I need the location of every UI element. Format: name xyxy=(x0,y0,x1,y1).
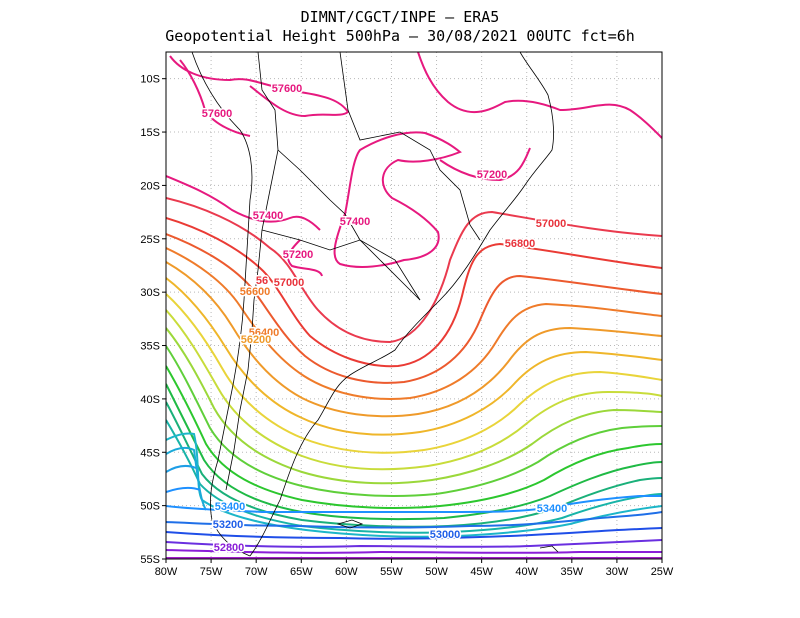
contour-label: 57000 xyxy=(536,218,567,230)
x-tick-label: 45W xyxy=(470,566,493,578)
chart-title-line-2: Geopotential Height 500hPa – 30/08/2021 … xyxy=(165,27,635,45)
contour-label: 57200 xyxy=(477,169,508,181)
coastline-atlantic xyxy=(249,52,555,557)
y-tick-label: 50S xyxy=(140,501,160,513)
x-tick-label: 30W xyxy=(606,566,629,578)
contour-label: 56800 xyxy=(505,238,536,250)
contour-53200 xyxy=(166,511,662,529)
contour-56400 xyxy=(166,247,662,401)
y-tick-label: 15S xyxy=(140,127,160,139)
contour-56000 xyxy=(166,277,662,436)
contour-57600-north xyxy=(169,55,350,118)
contour-lines xyxy=(166,52,662,559)
x-tick-label: 40W xyxy=(515,566,538,578)
coastline-borders xyxy=(191,52,559,557)
x-tick-label: 35W xyxy=(561,566,584,578)
contour-54400 xyxy=(166,419,662,534)
contour-label: 52800 xyxy=(214,542,245,554)
contour-55400 xyxy=(166,327,662,485)
x-tick-label: 65W xyxy=(290,566,313,578)
contour-52600 xyxy=(166,549,662,554)
contour-57400-west xyxy=(166,175,321,231)
contour-label: 57200 xyxy=(283,249,314,261)
y-tick-label: 45S xyxy=(140,447,160,459)
contour-55800 xyxy=(166,293,662,454)
contour-label: 56 xyxy=(256,275,268,287)
y-tick-label: 10S xyxy=(140,74,160,86)
contour-57600-west xyxy=(179,59,251,137)
contour-label: 57600 xyxy=(272,83,303,95)
x-tick-label: 55W xyxy=(380,566,403,578)
contour-label: 57000 xyxy=(274,277,305,289)
y-tick-label: 55S xyxy=(140,554,160,566)
contour-54000 xyxy=(166,446,207,511)
x-tick-label: 50W xyxy=(425,566,448,578)
chart-title-line-1: DIMNT/CGCT/INPE – ERA5 xyxy=(300,8,500,26)
x-axis-ticks: 80W 75W 70W 65W 60W 55W 50W 45W 40W 35W 30W 25W xyxy=(155,559,674,578)
border-brazil xyxy=(339,52,481,241)
contour-54200 xyxy=(166,432,662,538)
x-tick-label: 80W xyxy=(155,566,178,578)
x-tick-label: 70W xyxy=(245,566,268,578)
contour-54800 xyxy=(166,383,662,521)
contour-53600 xyxy=(166,486,201,493)
border-argentina xyxy=(261,229,421,301)
plot-frame xyxy=(165,51,663,560)
coastline-pacific xyxy=(191,52,253,557)
x-tick-label: 60W xyxy=(335,566,358,578)
contour-56600 xyxy=(166,233,662,384)
contour-55600 xyxy=(166,309,662,471)
contour-57400-main xyxy=(417,52,662,139)
coastline-south-georgia xyxy=(539,545,559,553)
contour-56800 xyxy=(166,217,662,368)
y-tick-label: 25S xyxy=(140,234,160,246)
y-tick-label: 20S xyxy=(140,180,160,192)
grid-lines xyxy=(166,52,662,559)
y-tick-label: 40S xyxy=(140,394,160,406)
contour-57200-east xyxy=(439,147,531,182)
contour-label: 57400 xyxy=(253,210,284,222)
x-tick-label: 25W xyxy=(651,566,674,578)
contour-label: 53400 xyxy=(537,503,568,515)
contour-labels: 57600 57600 57400 57400 57200 57200 57000 57000… xyxy=(200,82,569,556)
border-andes xyxy=(225,52,279,491)
contour-label: 56600 xyxy=(240,286,271,298)
y-tick-label: 30S xyxy=(140,287,160,299)
contour-label: 53400 xyxy=(215,501,246,513)
contour-57000 xyxy=(166,197,662,344)
contour-56200 xyxy=(166,261,662,418)
y-axis-ticks: 10S 15S 20S 25S 30S 35S 40S 45S 50S 55S xyxy=(140,74,166,566)
contour-label: 53200 xyxy=(213,519,244,531)
x-tick-label: 75W xyxy=(200,566,223,578)
contour-55200 xyxy=(166,345,662,497)
coastline-falklands xyxy=(336,519,364,529)
y-tick-label: 35S xyxy=(140,341,160,353)
contour-53000 xyxy=(166,527,662,540)
contour-57200-west xyxy=(287,239,323,277)
contour-label: 57400 xyxy=(340,216,371,228)
contour-55000 xyxy=(166,365,662,509)
contour-label: 57600 xyxy=(202,108,233,120)
contour-57400-inner xyxy=(333,131,462,268)
contour-52800 xyxy=(166,539,662,548)
contour-label: 56400 xyxy=(249,327,280,339)
contour-53800 xyxy=(166,464,197,473)
contour-label: 56200 xyxy=(241,334,272,346)
contour-label: 53000 xyxy=(430,529,461,541)
border-bolivia-paraguay xyxy=(277,149,421,301)
contour-53400 xyxy=(166,495,662,514)
